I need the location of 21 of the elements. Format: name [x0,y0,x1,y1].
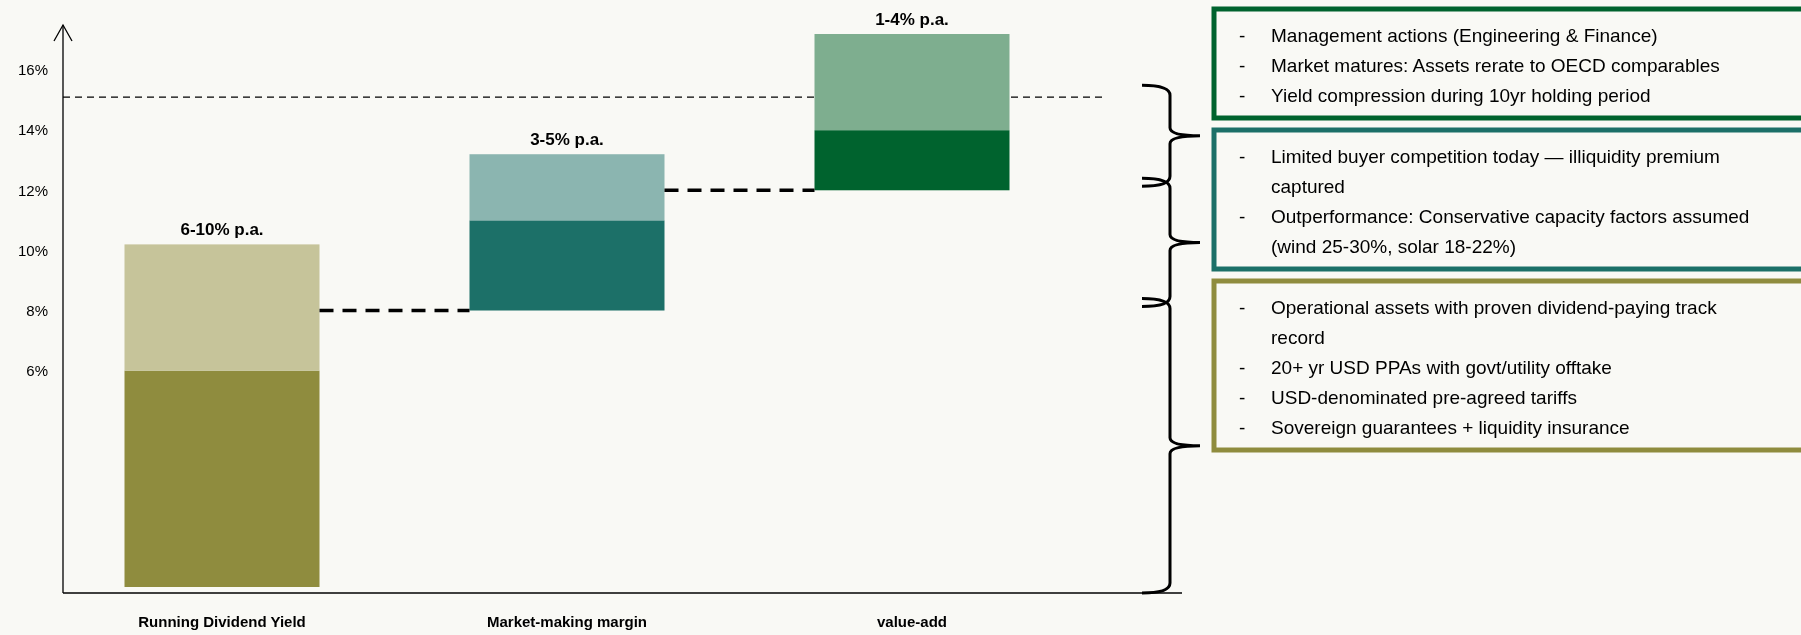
y-tick-label: 8% [26,301,48,319]
bar [469,154,665,221]
y-tick-label: 10% [17,241,48,259]
bar [124,244,320,371]
y-tick-label: 14% [17,121,48,139]
bar [814,130,1010,191]
bar [124,370,320,587]
x-tick-label: Running Dividend Yield [138,613,306,630]
annotation: 3-5% p.a. [530,130,604,150]
x-tick-label: value-add [876,613,948,630]
text: - Operational assets with proven dividend-paying track record - 20+ yr USD PPAs with govt/utility offtake - USD-denominated pre-agreed tariffs - Sovereign guarantees + liquidity insurance [1239,297,1717,438]
text: - Management actions (Engineering & Finance) - Market matures: Assets rerate to OECD comparables - Yield compression during 10yr holding period [1239,25,1720,106]
x-tick-label: Market-making margin [486,613,648,630]
bar [814,34,1010,131]
annotation: 6-10% p.a. [180,220,264,240]
y-tick-label: 6% [26,361,48,379]
bar [469,220,665,311]
annotation: 1-4% p.a. [875,10,949,30]
y-tick-label: 12% [17,181,48,199]
text: - Limited buyer competition today — illiquidity premium captured - Outperformance: Conservative capacity factors assumed (wind 25-30%, solar 18-22%) [1239,146,1750,257]
y-tick-label: 16% [17,61,48,79]
